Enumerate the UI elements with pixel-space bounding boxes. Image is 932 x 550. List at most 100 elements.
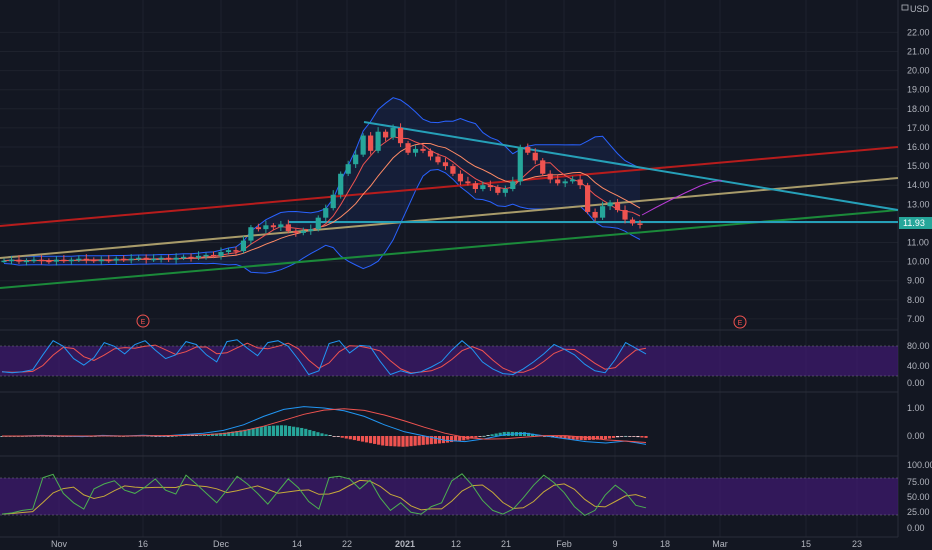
time-tick-label: 9 bbox=[612, 539, 617, 549]
indicator-tick-label: 1.00 bbox=[907, 403, 925, 413]
macd-signal-line bbox=[2, 408, 647, 443]
macd-histogram-bar bbox=[417, 436, 421, 446]
macd-histogram-bar bbox=[579, 436, 583, 440]
projection-line bbox=[641, 180, 723, 216]
macd-histogram-bar bbox=[368, 436, 373, 444]
candle-body bbox=[46, 260, 52, 263]
macd-histogram-bar bbox=[486, 435, 490, 436]
candle-body bbox=[540, 160, 546, 174]
candle-body bbox=[195, 255, 202, 258]
candle-body bbox=[338, 173, 344, 195]
candle-body bbox=[143, 257, 149, 260]
macd-histogram-bar bbox=[393, 436, 397, 447]
macd-histogram-bar bbox=[498, 432, 502, 436]
candle-body bbox=[585, 185, 591, 212]
time-tick-label: 16 bbox=[138, 539, 148, 549]
candle-body bbox=[607, 202, 613, 207]
candle-body bbox=[397, 127, 404, 144]
candle-body bbox=[83, 258, 89, 261]
macd-histogram-bar bbox=[166, 436, 170, 437]
candle-body bbox=[136, 257, 142, 260]
price-tick-label: 11.00 bbox=[907, 238, 929, 248]
candle-body bbox=[53, 259, 59, 262]
time-tick-label: 21 bbox=[501, 539, 511, 549]
macd-histogram-bar bbox=[292, 426, 296, 436]
macd-indicator bbox=[0, 406, 648, 447]
macd-histogram-bar bbox=[397, 436, 401, 447]
trendline-cyan-descending[interactable] bbox=[363, 121, 899, 211]
earnings-marker-label: E bbox=[738, 320, 743, 327]
candle-body bbox=[629, 219, 636, 224]
candle-body bbox=[577, 179, 583, 186]
earnings-marker-label: E bbox=[141, 319, 146, 326]
time-tick-label: 18 bbox=[660, 539, 670, 549]
candle-body bbox=[248, 227, 254, 241]
macd-histogram-bar bbox=[287, 426, 292, 436]
earnings-marker[interactable]: E bbox=[733, 315, 747, 329]
macd-histogram-bar bbox=[449, 436, 454, 443]
macd-histogram-bar bbox=[389, 436, 393, 447]
macd-histogram-bar bbox=[563, 436, 567, 440]
macd-histogram-bar bbox=[154, 436, 158, 437]
candle-body bbox=[180, 256, 187, 259]
macd-histogram-bar bbox=[263, 426, 267, 436]
trendline-tan[interactable] bbox=[0, 177, 899, 259]
macd-histogram-bar bbox=[267, 425, 271, 436]
macd-histogram-bar bbox=[632, 436, 636, 437]
macd-histogram-bar bbox=[445, 436, 450, 443]
candle-body bbox=[405, 143, 411, 153]
time-tick-label: Mar bbox=[712, 539, 728, 549]
candle-body bbox=[16, 259, 22, 262]
candle-body bbox=[614, 202, 621, 211]
candle-body bbox=[91, 259, 97, 262]
macd-histogram-bar bbox=[247, 428, 251, 436]
candle-body bbox=[8, 259, 15, 262]
macd-histogram-bar bbox=[494, 433, 498, 436]
candle-body bbox=[323, 208, 329, 218]
candle-body bbox=[547, 173, 553, 180]
macd-histogram-bar bbox=[478, 436, 482, 437]
macd-histogram-bar bbox=[559, 436, 563, 439]
macd-histogram-bar bbox=[616, 436, 620, 438]
macd-histogram-bar bbox=[555, 436, 559, 438]
price-tick-label: 18.00 bbox=[907, 104, 930, 114]
candle-body bbox=[203, 254, 209, 257]
macd-histogram-bar bbox=[571, 436, 575, 440]
earnings-marker[interactable]: E bbox=[136, 314, 150, 328]
candle-body bbox=[225, 250, 232, 253]
candle-body bbox=[210, 254, 217, 257]
price-tick-label: 19.00 bbox=[907, 85, 930, 95]
candle-body bbox=[300, 231, 306, 233]
macd-histogram-bar bbox=[308, 429, 312, 436]
macd-histogram-bar bbox=[279, 425, 284, 436]
candle-body bbox=[151, 258, 157, 261]
time-axis[interactable]: Nov 16 Dec 14 22 2021 12 21 Feb 9 18 Mar 15 23 bbox=[51, 539, 862, 549]
last-price-background bbox=[899, 217, 932, 229]
candle-body bbox=[442, 162, 449, 167]
macd-histogram-bar bbox=[599, 436, 604, 440]
indicator-tick-label: 0.00 bbox=[907, 431, 925, 441]
indicator-tick-label: 0.00 bbox=[907, 378, 925, 388]
trendline-red[interactable] bbox=[0, 146, 899, 227]
candle-body bbox=[330, 194, 336, 209]
candle-body bbox=[360, 135, 366, 155]
candle-body bbox=[38, 259, 45, 262]
price-tick-label: 10.00 bbox=[907, 257, 930, 267]
candle-body bbox=[450, 166, 456, 174]
macd-histogram-bar bbox=[611, 436, 616, 438]
macd-histogram-bar bbox=[595, 436, 599, 440]
macd-histogram-bar bbox=[530, 433, 535, 436]
candle-body bbox=[592, 211, 598, 218]
candle-body bbox=[113, 258, 119, 261]
indicator-tick-label: 0.00 bbox=[907, 523, 925, 533]
macd-histogram-bar bbox=[352, 436, 356, 441]
macd-histogram-bar bbox=[332, 436, 336, 437]
macd-histogram-bar bbox=[474, 436, 478, 438]
trend-lines[interactable] bbox=[0, 121, 899, 289]
macd-histogram-bar bbox=[482, 435, 486, 437]
macd-histogram-bar bbox=[275, 425, 280, 436]
macd-histogram-bar bbox=[312, 431, 316, 436]
time-tick-label: 12 bbox=[451, 539, 461, 549]
candle-body bbox=[412, 148, 419, 153]
